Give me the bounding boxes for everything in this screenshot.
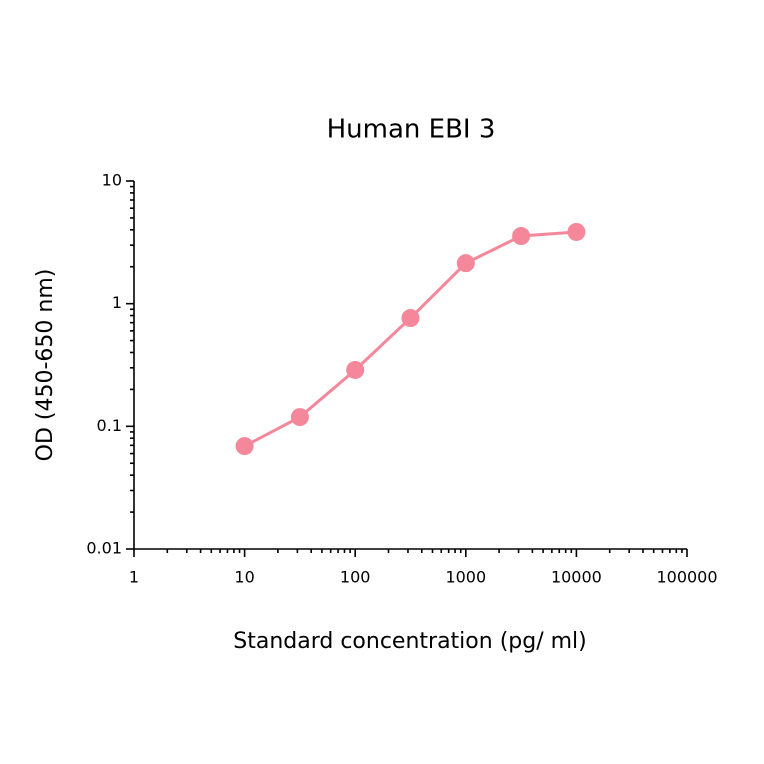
y-axis-title: OD (450-650 nm) (33, 269, 58, 462)
data-point (346, 360, 365, 379)
x-tick-label: 100000 (656, 568, 717, 587)
x-tick-label: 1000 (445, 568, 486, 587)
data-point (290, 408, 309, 427)
data-point (512, 227, 531, 246)
x-axis-title: Standard concentration (pg/ ml) (233, 629, 586, 654)
x-tick-label: 1 (129, 568, 139, 587)
y-tick-label: 10 (102, 171, 122, 190)
y-tick-label: 1 (112, 293, 122, 312)
x-tick-label: 10000 (551, 568, 602, 587)
y-tick-label: 0.1 (97, 416, 122, 435)
x-tick-label: 100 (340, 568, 371, 587)
x-tick-label: 10 (234, 568, 254, 587)
data-point (401, 309, 420, 328)
data-point (567, 222, 586, 241)
y-tick-label: 0.01 (86, 539, 122, 558)
data-point (235, 437, 254, 456)
data-point (456, 254, 475, 273)
chart-title: Human EBI 3 (327, 115, 496, 145)
